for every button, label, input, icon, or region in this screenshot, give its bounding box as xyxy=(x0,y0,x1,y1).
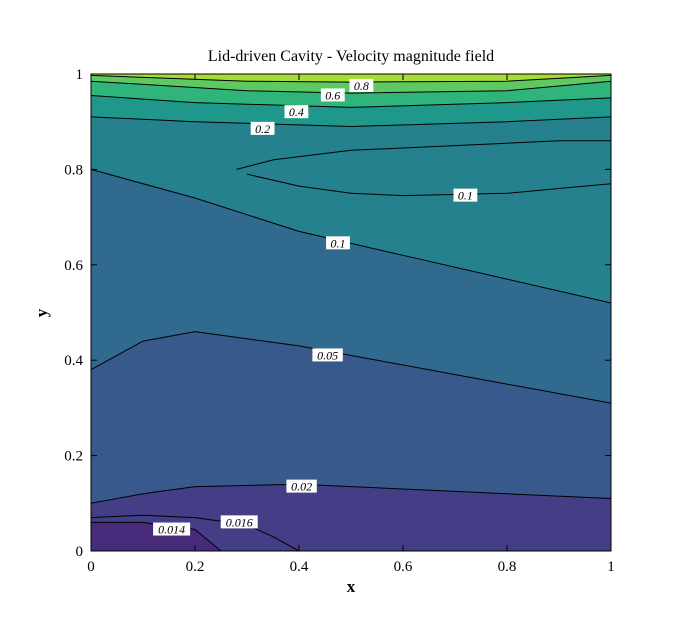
x-axis-label: x xyxy=(347,577,356,596)
plot-area xyxy=(90,74,612,552)
contour-label-bg xyxy=(326,236,350,250)
contour-label-bg xyxy=(284,105,309,119)
contour-line xyxy=(246,173,612,197)
x-tick-label: 1 xyxy=(607,559,615,575)
x-tick-label: 0.6 xyxy=(394,559,413,575)
contour-line xyxy=(236,140,611,170)
contour-label-text: 0.8 xyxy=(354,79,369,93)
contour-label: 0.014 xyxy=(153,522,191,537)
contour-label-bg xyxy=(286,479,317,493)
chart-title: Lid-driven Cavity - Velocity magnitude f… xyxy=(208,48,494,65)
contour-label-text: 0.016 xyxy=(226,515,253,529)
contour-label-bg xyxy=(320,88,345,102)
contour-label: 0.05 xyxy=(312,348,343,362)
island-fill xyxy=(236,140,611,196)
x-tick-label: 0.4 xyxy=(290,559,309,575)
contour-label-text: 0.02 xyxy=(291,480,312,494)
x-tick-label: 0 xyxy=(87,559,95,575)
y-tick-label: 0.2 xyxy=(64,449,83,465)
y-tick-label: 0.6 xyxy=(64,258,83,274)
plot-frame xyxy=(90,73,612,552)
contour-label-bg xyxy=(312,348,343,362)
contour-label: 0.1 xyxy=(326,236,350,250)
contour-label: 0.1 xyxy=(453,188,478,203)
contour-label: 0.4 xyxy=(284,105,309,119)
contour-label-text: 0.6 xyxy=(325,88,340,102)
contour-label-bg xyxy=(250,121,275,135)
y-axis-ticks: 0 0.2 0.4 0.6 0.8 1 xyxy=(64,67,611,560)
y-tick-label: 0.8 xyxy=(64,162,83,178)
contour-line xyxy=(90,80,612,94)
contour-label: 0.016 xyxy=(220,515,258,529)
contour-label-text: 0.1 xyxy=(331,236,346,250)
contour-line xyxy=(90,116,612,128)
contour-line xyxy=(90,95,612,108)
contour-label: 0.02 xyxy=(286,479,317,494)
contour-label-text: 0.2 xyxy=(255,122,270,136)
y-axis-label: y xyxy=(32,308,51,317)
y-tick-label: 0 xyxy=(76,544,84,560)
x-axis-ticks: 0 0.2 0.4 0.6 0.8 1 xyxy=(87,74,615,575)
contour-label-text: 0.014 xyxy=(158,523,185,537)
x-tick-label: 0.8 xyxy=(498,559,517,575)
y-tick-label: 0.4 xyxy=(64,353,83,369)
y-tick-label: 1 xyxy=(76,67,84,83)
contour-label-bg xyxy=(153,522,191,536)
contour-label-bg xyxy=(349,78,374,92)
x-tick-label: 0.2 xyxy=(186,559,205,575)
contour-label-bg xyxy=(220,515,258,529)
contour-label-bg xyxy=(453,188,478,202)
contour-label-text: 0.05 xyxy=(317,348,338,362)
contour-line xyxy=(90,168,612,304)
contour-label-text: 0.1 xyxy=(458,189,473,203)
contour-label: 0.2 xyxy=(250,121,275,136)
contour-label-text: 0.4 xyxy=(289,105,304,119)
contour-labels: 0.8 0.6 0.4 0.2 0.1 0.1 0.05 0.02 0.016 0.014 xyxy=(153,78,478,537)
contour-label: 0.6 xyxy=(320,88,345,102)
contour-line xyxy=(90,331,612,404)
contour-label: 0.8 xyxy=(349,78,374,93)
